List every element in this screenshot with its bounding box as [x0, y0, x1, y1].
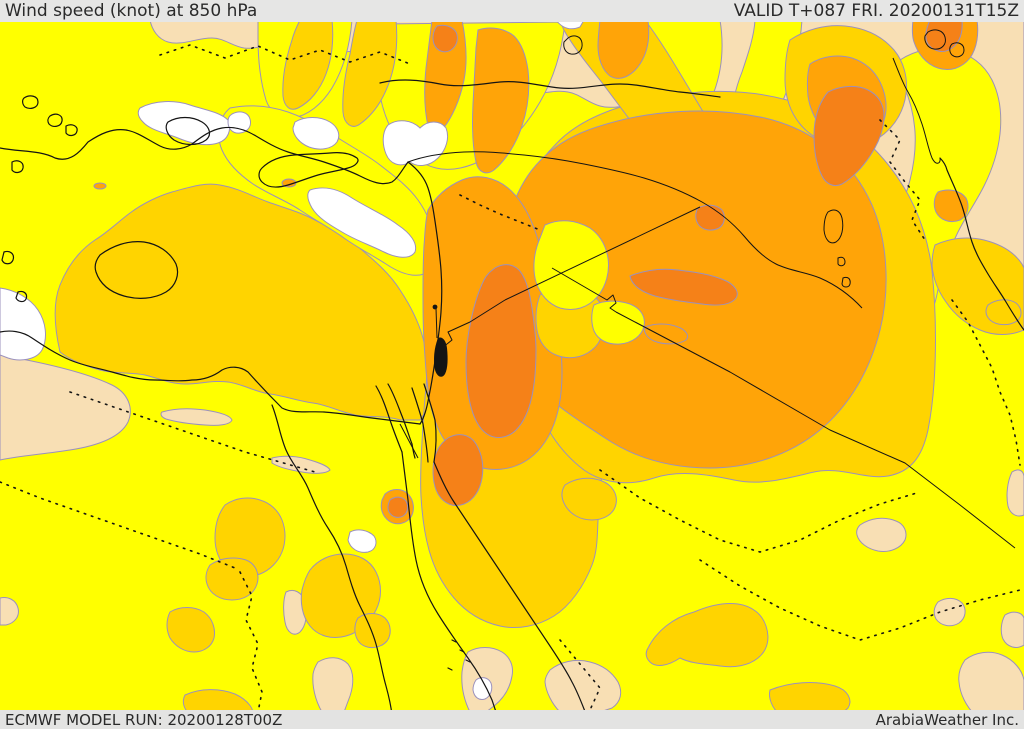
persian-gulf-coast	[939, 157, 1024, 331]
cyprus	[258, 152, 359, 188]
jordan-saudi-border	[436, 299, 506, 353]
red-sea-west-coast	[401, 451, 497, 713]
gulf-of-aqaba	[411, 383, 437, 463]
iran-iraq-border	[892, 57, 941, 164]
turkey-rivers	[379, 79, 721, 98]
gulf-of-suez	[375, 383, 413, 453]
band-dark-orange	[387, 19, 963, 518]
nile-river	[271, 404, 393, 716]
crete-island	[94, 241, 179, 299]
levant-coast	[407, 161, 443, 425]
brand-label: ArabiaWeather Inc.	[875, 710, 1019, 729]
syria-iraq-border	[504, 206, 701, 301]
egypt-coast	[0, 330, 421, 425]
red-sea-islands	[447, 639, 471, 671]
sea-of-galilee	[432, 304, 438, 310]
turkey-coast	[0, 126, 409, 185]
iraq-saudi-border	[615, 311, 1016, 549]
jordan-iraq-border	[551, 267, 617, 313]
lake-van-urmia	[924, 29, 965, 58]
turkey-syria-iraq-border	[407, 151, 863, 309]
dead-sea	[434, 337, 448, 377]
valid-time-label: VALID T+087 FRI. 20200131T15Z	[733, 1, 1019, 21]
coastlines	[0, 79, 1024, 716]
footer-bar: ECMWF MODEL RUN: 20200128T00Z ArabiaWeat…	[0, 710, 1024, 729]
red-sea-east-coast	[433, 461, 587, 715]
model-run-label: ECMWF MODEL RUN: 20200128T00Z	[5, 710, 283, 729]
egypt-israel-border	[399, 423, 419, 459]
jordan-river-line	[435, 307, 438, 339]
page-title: Wind speed (knot) at 850 hPa	[5, 1, 258, 21]
band-pockets-levant	[533, 220, 645, 359]
turkey-coast-islet	[165, 116, 211, 146]
aegean-islands	[1, 95, 78, 303]
lakes	[432, 29, 965, 377]
lake-tharthar	[823, 209, 851, 288]
borders-dotted	[0, 44, 1021, 713]
header-bar: Wind speed (knot) at 850 hPa VALID T+087…	[0, 0, 1024, 22]
lake-tuz	[563, 35, 583, 55]
borders-solid	[399, 57, 1016, 549]
